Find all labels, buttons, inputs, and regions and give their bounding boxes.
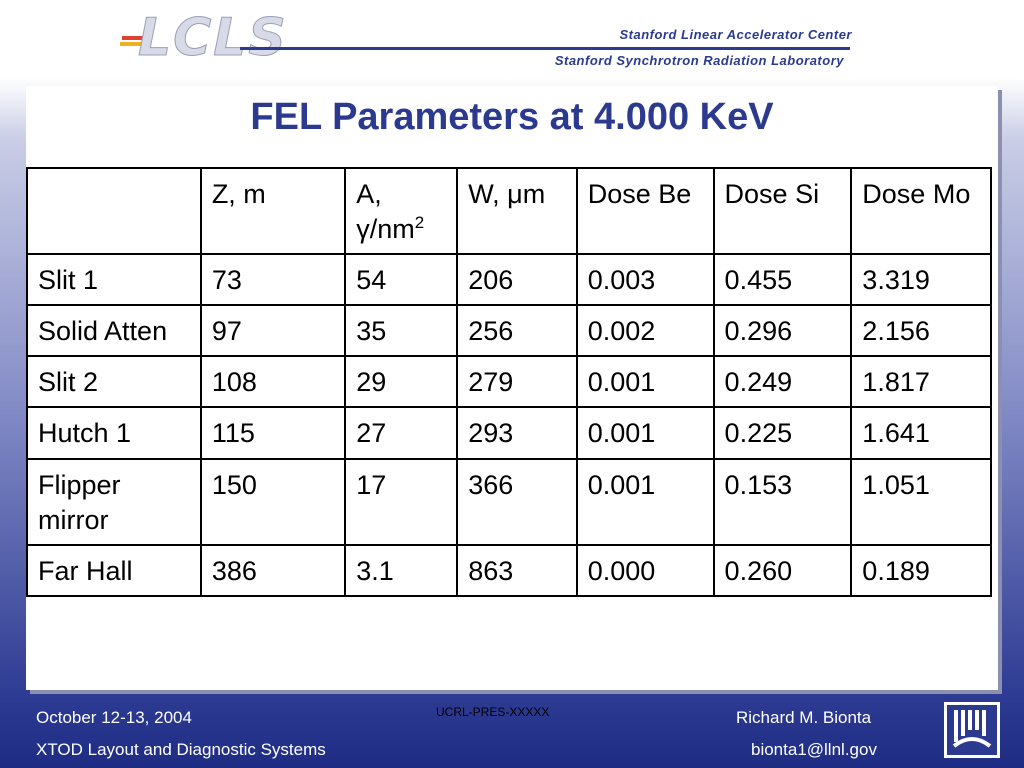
- org-line-1: Stanford Linear Accelerator Center: [619, 27, 852, 42]
- footer-author: Richard M. Bionta: [736, 708, 872, 727]
- table-row: Solid Atten 97 35 256 0.002 0.296 2.156: [26, 304, 992, 358]
- parameters-table: Z, m A, γ/nm2 W, μm Dose Be Dose Si Dose…: [26, 166, 992, 597]
- table-cell: 0.189: [850, 543, 992, 597]
- table-cell: Slit 2: [26, 355, 202, 409]
- table-cell: 206: [456, 253, 578, 307]
- table-cell: 54: [344, 253, 459, 307]
- table-row: Flipper mirror 150 17 366 0.001 0.153 1.…: [26, 457, 992, 546]
- header-cell-a-superscript: 2: [414, 213, 425, 233]
- table-cell: 0.001: [575, 457, 715, 546]
- logo-stripe-red: [122, 36, 144, 40]
- table-cell: 150: [199, 457, 347, 546]
- table-row: Far Hall 386 3.1 863 0.000 0.260 0.189: [26, 543, 992, 597]
- header-rule: [240, 47, 850, 50]
- table-cell: 0.455: [712, 253, 853, 307]
- table-cell: 1.641: [850, 406, 992, 460]
- slide-title: FEL Parameters at 4.000 KeV: [250, 96, 774, 138]
- table-cell: 3.1: [344, 543, 459, 597]
- header-cell-empty: [26, 166, 202, 256]
- table-row: Slit 1 73 54 206 0.003 0.455 3.319: [26, 253, 992, 307]
- table-cell: 1.817: [850, 355, 992, 409]
- table-cell: 863: [456, 543, 578, 597]
- table-cell: 0.225: [712, 406, 853, 460]
- logo-text: LCLS: [138, 8, 288, 69]
- table-cell: 386: [199, 543, 347, 597]
- table-cell: 366: [456, 457, 578, 546]
- table-cell: 0.249: [712, 355, 853, 409]
- header: LCLS Stanford Linear Accelerator Center …: [0, 0, 1024, 78]
- footer-doc-code: UCRL-PRES-XXXXX: [436, 705, 550, 719]
- table-cell: 0.002: [575, 304, 715, 358]
- header-cell-dose-si: Dose Si: [712, 166, 853, 256]
- table-cell: 3.319: [850, 253, 992, 307]
- table-row: Slit 2 108 29 279 0.001 0.249 1.817: [26, 355, 992, 409]
- table-cell: 115: [199, 406, 347, 460]
- table-cell: 0.260: [712, 543, 853, 597]
- table-cell: 1.051: [850, 457, 992, 546]
- table-cell: 0.153: [712, 457, 853, 546]
- table-cell: 73: [199, 253, 347, 307]
- table-cell: 0.003: [575, 253, 715, 307]
- org-line-2: Stanford Synchrotron Radiation Laborator…: [554, 53, 844, 68]
- header-cell-dose-be: Dose Be: [575, 166, 715, 256]
- table-cell: 293: [456, 406, 578, 460]
- table-cell: 27: [344, 406, 459, 460]
- table-row: Hutch 1 115 27 293 0.001 0.225 1.641: [26, 406, 992, 460]
- logo-stripe-yellow: [120, 42, 150, 46]
- header-cell-z: Z, m: [199, 166, 347, 256]
- header-cell-a-text: A, γ/nm: [356, 179, 415, 245]
- table-cell: 0.000: [575, 543, 715, 597]
- table-cell: 97: [199, 304, 347, 358]
- table-cell: 35: [344, 304, 459, 358]
- table-cell: 0.001: [575, 355, 715, 409]
- header-cell-dose-mo: Dose Mo: [850, 166, 992, 256]
- table-cell: Flipper mirror: [26, 457, 202, 546]
- table-cell: Hutch 1: [26, 406, 202, 460]
- table-header-row: Z, m A, γ/nm2 W, μm Dose Be Dose Si Dose…: [26, 166, 992, 256]
- table-cell: 0.296: [712, 304, 853, 358]
- table-cell: 2.156: [850, 304, 992, 358]
- header-cell-a: A, γ/nm2: [344, 166, 459, 256]
- footer-date: October 12-13, 2004: [36, 708, 192, 727]
- table-cell: Solid Atten: [26, 304, 202, 358]
- llnl-logo-icon: [944, 702, 1000, 758]
- table-cell: 0.001: [575, 406, 715, 460]
- table-cell: 17: [344, 457, 459, 546]
- table-cell: 108: [199, 355, 347, 409]
- table-cell: Far Hall: [26, 543, 202, 597]
- table-cell: 256: [456, 304, 578, 358]
- table-cell: 29: [344, 355, 459, 409]
- table-cell: Slit 1: [26, 253, 202, 307]
- footer-subtitle: XTOD Layout and Diagnostic Systems: [36, 740, 326, 759]
- footer: October 12-13, 2004 XTOD Layout and Diag…: [0, 696, 1024, 768]
- footer-email: bionta1@llnl.gov: [751, 740, 877, 759]
- table-cell: 279: [456, 355, 578, 409]
- header-cell-w: W, μm: [456, 166, 578, 256]
